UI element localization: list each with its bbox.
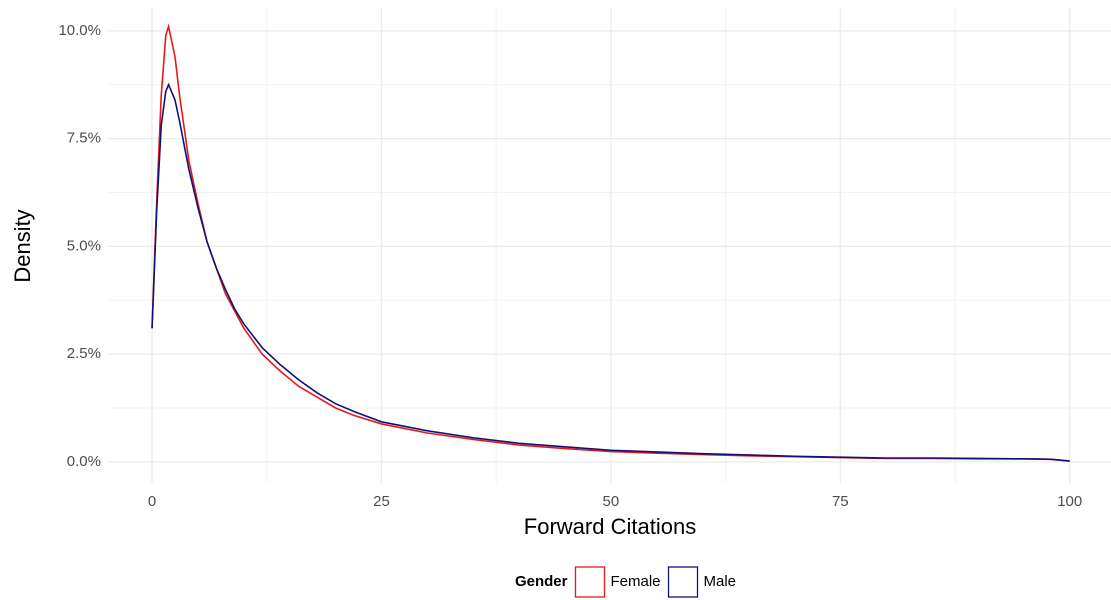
x-tick-label: 0 [148, 493, 156, 510]
y-tick-label: 5.0% [67, 237, 101, 254]
legend-label: Female [610, 573, 660, 590]
y-tick-label: 2.5% [67, 345, 101, 362]
x-tick-label: 75 [832, 493, 849, 510]
line [151, 82, 1070, 462]
legend-key [667, 566, 699, 598]
x-tick-label: 100 [1057, 493, 1082, 510]
y-tick-label: 0.0% [67, 453, 101, 470]
x-tick-label: 25 [373, 493, 390, 510]
y-tick-label: 7.5% [67, 130, 101, 147]
legend-label: Male [704, 573, 737, 590]
legend-title: Gender [515, 573, 568, 590]
legend-key [574, 566, 606, 598]
y-tick-label: 10.0% [58, 22, 101, 39]
x-axis-label: Forward Citations [524, 514, 696, 539]
y-axis-label: Density [10, 209, 35, 282]
x-tick-label: 50 [603, 493, 620, 510]
